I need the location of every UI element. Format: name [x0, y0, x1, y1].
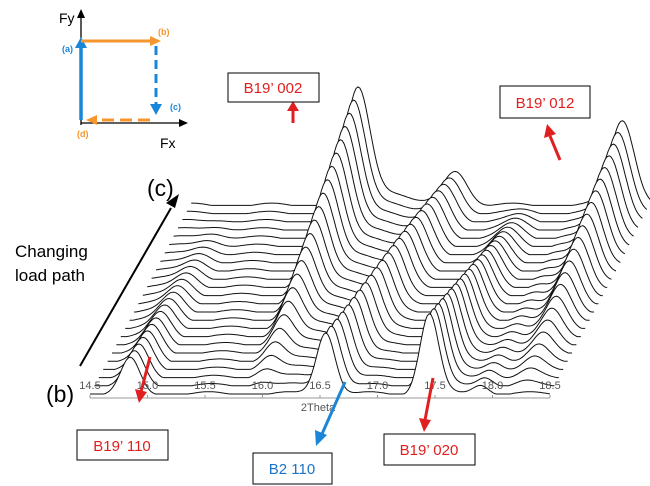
label-box-b2-110: B2 110	[252, 452, 333, 485]
x-tick-label: 16.0	[252, 380, 273, 392]
path-label-line1: Changing	[15, 242, 88, 261]
x-tick-label: 18.5	[539, 380, 560, 392]
label-b19-110: B19’ 110	[93, 438, 151, 455]
x-tick-label: 14.5	[79, 380, 100, 392]
inset-label-b: (b)	[158, 27, 170, 37]
label-box-b19-020: B19’ 020	[383, 433, 476, 466]
inset-label-c: (c)	[170, 102, 181, 112]
label-b19-012: B19’ 012	[516, 95, 575, 112]
x-tick-label: 18.0	[482, 380, 503, 392]
label-b2-110: B2 110	[269, 461, 315, 478]
arrow-b19-012	[544, 124, 562, 161]
inset-fy-label: Fy	[59, 10, 75, 26]
arrow-b19-002	[287, 101, 299, 123]
pattern-fill-16	[156, 193, 616, 274]
arrow-b19-020	[419, 377, 435, 432]
label-b19-020: B19’ 020	[400, 442, 459, 459]
pattern-fill-17	[160, 179, 621, 266]
load-path-arrowhead	[166, 194, 179, 208]
label-box-b19-002: B19’ 002	[227, 72, 320, 103]
x-tick-label: 17.5	[424, 380, 445, 392]
inset-fx-label: Fx	[160, 135, 176, 151]
label-box-b19-012: B19’ 012	[499, 85, 591, 119]
pattern-fill-1	[90, 313, 550, 397]
x-tick-label: 17.0	[367, 380, 388, 392]
x-axis-label: 2Theta	[301, 402, 336, 414]
path-label-line2: load path	[15, 266, 85, 285]
inset-label-d: (d)	[77, 129, 89, 139]
state-c-label: (c)	[147, 175, 174, 201]
waterfall-plot	[90, 86, 650, 397]
x-tick-label: 15.5	[194, 380, 215, 392]
arrow-b19-110	[135, 356, 152, 403]
arrow-b2-110	[315, 381, 347, 446]
inset-label-a: (a)	[62, 44, 73, 54]
load-path-inset: Fy Fx (a) (b) (c) (d)	[59, 9, 188, 151]
load-path-arrow	[79, 207, 172, 367]
state-b-label: (b)	[46, 381, 74, 407]
pattern-line-24	[191, 86, 650, 206]
label-b19-002: B19’ 002	[244, 80, 303, 97]
x-tick-label: 16.5	[309, 380, 330, 392]
pattern-line-23	[186, 99, 648, 215]
pattern-line-22	[182, 112, 643, 223]
label-box-b19-110: B19’ 110	[76, 429, 169, 461]
pattern-line-1	[90, 312, 551, 395]
